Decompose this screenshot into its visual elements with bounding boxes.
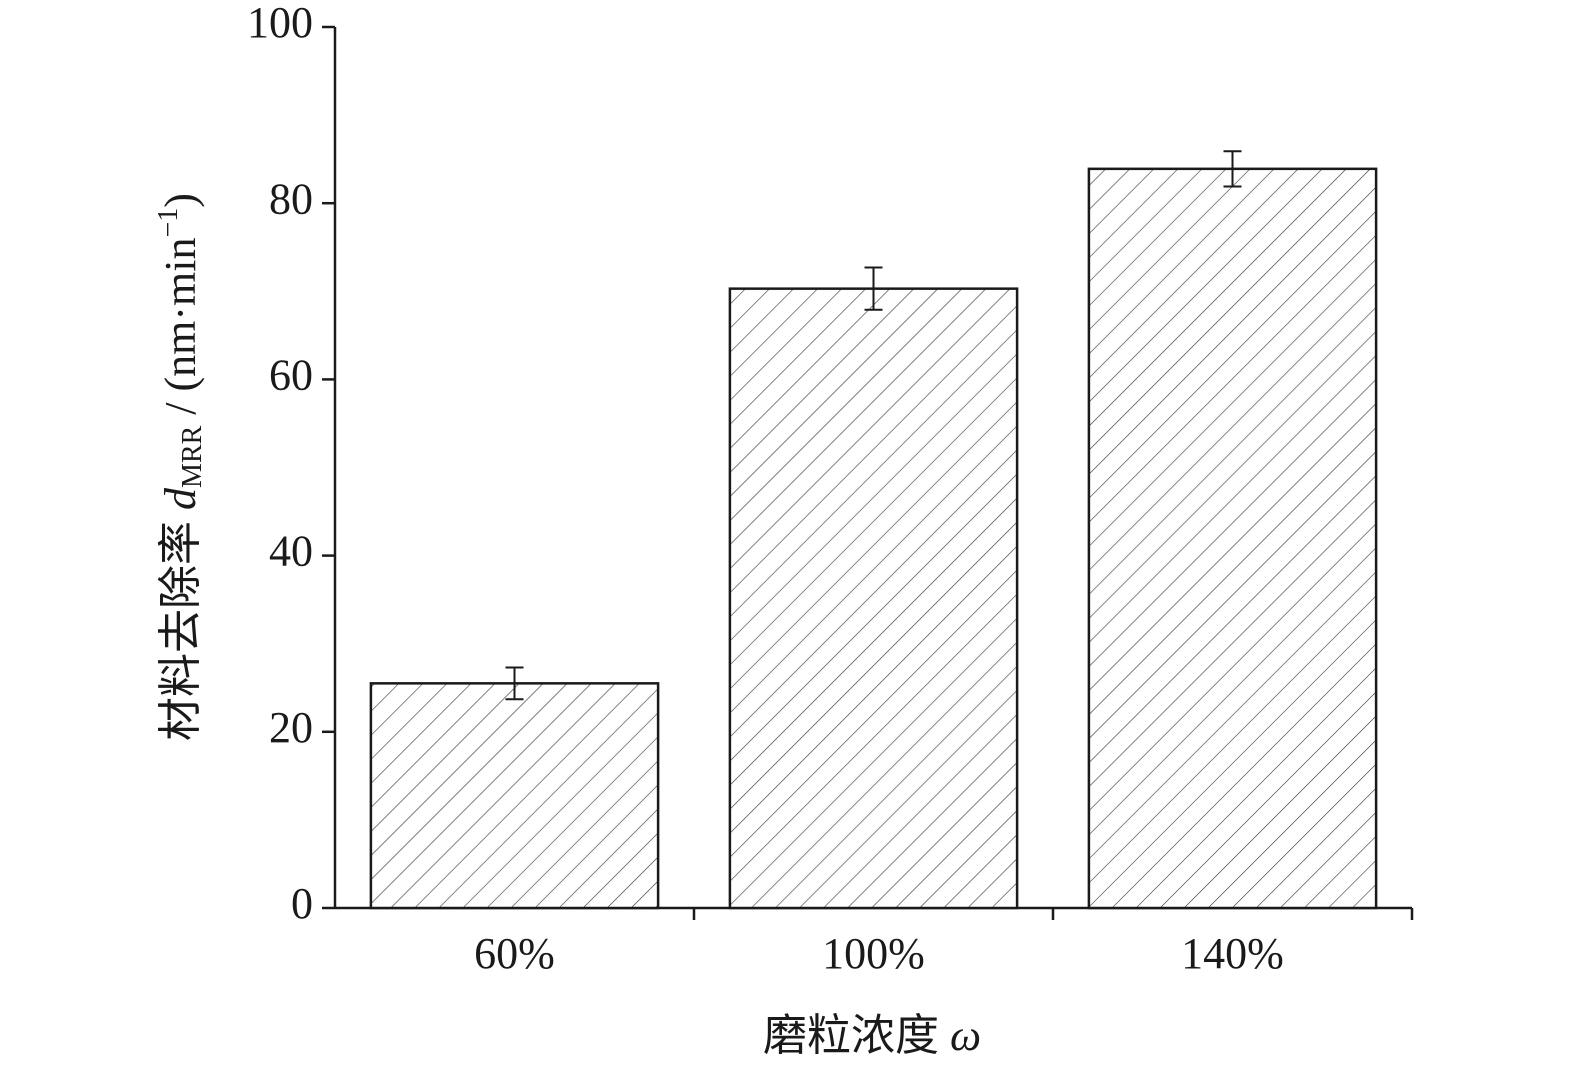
y-label-unit: / (nm·min	[156, 238, 205, 426]
y-label-symbol: d	[156, 487, 205, 510]
x-axis-label: 磨粒浓度 ω	[763, 1011, 981, 1060]
bar-hatch	[1087, 167, 1378, 910]
y-tick-label: 80	[269, 174, 313, 223]
bar-hatch	[369, 682, 660, 910]
y-tick-label: 20	[269, 703, 313, 752]
x-label-symbol: ω	[950, 1011, 981, 1060]
x-tick-label: 140%	[1181, 929, 1284, 978]
y-axis-label: 材料去除率 dMRR / (nm·min−1)	[153, 193, 208, 741]
y-tick-label: 100	[247, 0, 313, 47]
x-label-text: 磨粒浓度	[763, 1011, 950, 1060]
y-label-close: )	[156, 193, 205, 208]
bar-hatch	[728, 287, 1019, 910]
y-tick-label: 40	[269, 527, 313, 576]
x-tick-label: 60%	[474, 929, 555, 978]
y-tick-label: 60	[269, 350, 313, 399]
x-tick-label: 100%	[822, 929, 925, 978]
y-label-superscript: −1	[153, 208, 184, 238]
y-label-text: 材料去除率	[156, 510, 205, 741]
y-tick-label: 0	[291, 879, 313, 928]
y-label-subscript: MRR	[177, 425, 208, 488]
